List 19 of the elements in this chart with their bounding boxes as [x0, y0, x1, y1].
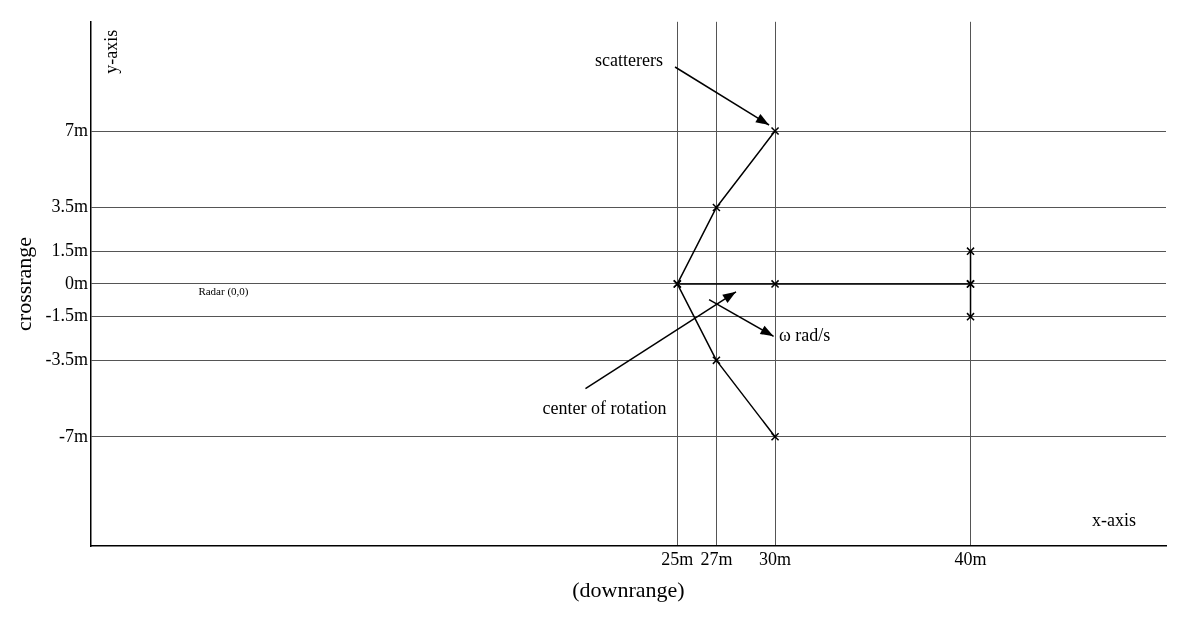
x-tick-label: 25m [661, 548, 694, 569]
annotation: Radar (0,0) [198, 284, 249, 298]
annotation: ω rad/s [778, 325, 831, 346]
annotation: center of rotation [542, 398, 667, 419]
annotation: scatterers [595, 49, 664, 70]
y-tick-label: 3.5m [51, 196, 88, 217]
x-tick-label: 40m [954, 548, 987, 569]
y-tick-label: 1.5m [51, 239, 88, 260]
x-tick-label: 27m [700, 548, 733, 569]
y-tick-label: 0m [64, 272, 88, 293]
x-tick-label: 30m [759, 548, 792, 569]
y-tick-label: -3.5m [45, 349, 88, 370]
y-tick-label: 7m [64, 119, 88, 140]
annotation: x-axis [1092, 509, 1136, 530]
annotation: y-axis [100, 29, 121, 74]
x-axis-title: (downrange) [572, 576, 685, 602]
y-tick-label: -7m [58, 425, 88, 446]
y-axis-title: crossrange [10, 236, 36, 331]
y-tick-label: -1.5m [45, 305, 88, 326]
